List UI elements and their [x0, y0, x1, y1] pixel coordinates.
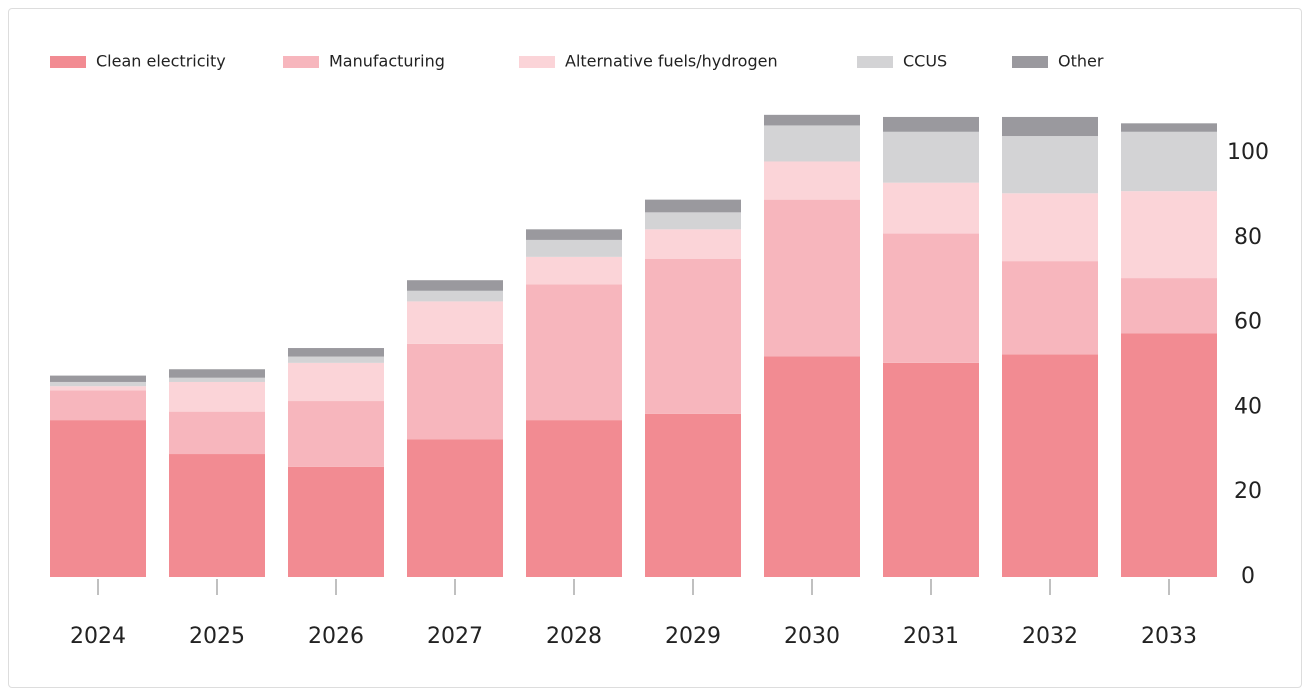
bar-segment	[1121, 131, 1217, 192]
bar-segment	[645, 413, 741, 577]
bar-segment	[645, 199, 741, 213]
x-tick-label: 2031	[903, 624, 959, 649]
y-tick-label: 0	[1241, 564, 1255, 589]
legend-swatch	[1012, 56, 1048, 68]
bar-segment	[645, 212, 741, 230]
x-tick-label: 2032	[1022, 624, 1078, 649]
bar-segment	[288, 348, 384, 357]
bar-segment	[883, 233, 979, 363]
legend-swatch	[50, 56, 86, 68]
y-tick-label: 60	[1234, 310, 1262, 335]
legend-label: Clean electricity	[96, 52, 226, 71]
legend-swatch	[519, 56, 555, 68]
x-tick-label: 2028	[546, 624, 602, 649]
y-tick-label: 80	[1234, 225, 1262, 250]
bar-segment	[526, 229, 622, 240]
bar-segment	[526, 256, 622, 285]
bar-segment	[288, 362, 384, 402]
bar-segment	[50, 386, 146, 391]
y-tick-label: 20	[1234, 479, 1262, 504]
bar-segment	[764, 356, 860, 577]
legend-label: CCUS	[903, 52, 947, 71]
bar-segment	[169, 454, 265, 577]
bar-segment	[883, 362, 979, 577]
bar-segment	[407, 301, 503, 344]
legend-swatch	[857, 56, 893, 68]
bar-segment	[764, 125, 860, 162]
y-tick-label: 40	[1234, 394, 1262, 419]
bar-segment	[407, 280, 503, 291]
bar-segment	[1121, 278, 1217, 334]
x-tick-label: 2025	[189, 624, 245, 649]
bar-segment	[169, 411, 265, 455]
bar-segment	[169, 377, 265, 382]
bar-segment	[883, 131, 979, 183]
bar-segment	[1002, 116, 1098, 137]
bar-segment	[1121, 333, 1217, 577]
bar-segment	[407, 439, 503, 577]
bar-segment	[1002, 261, 1098, 355]
bar-segment	[764, 161, 860, 200]
bar-segment	[1002, 354, 1098, 577]
bar-segment	[883, 182, 979, 234]
x-tick-label: 2027	[427, 624, 483, 649]
bar-segment	[288, 466, 384, 577]
y-tick-label: 100	[1227, 140, 1269, 165]
bar-segment	[526, 284, 622, 421]
bar-segment	[645, 229, 741, 259]
legend-swatch	[283, 56, 319, 68]
bar-segment	[526, 420, 622, 577]
x-tick-label: 2030	[784, 624, 840, 649]
bar-segment	[169, 381, 265, 412]
x-tick-label: 2024	[70, 624, 126, 649]
bar-segment	[1002, 193, 1098, 262]
bar-segment	[50, 420, 146, 577]
bar-segment	[50, 390, 146, 421]
bar-segment	[764, 114, 860, 126]
bar-segment	[645, 259, 741, 414]
bar-segment	[288, 356, 384, 363]
bar-segment	[526, 239, 622, 257]
bar-segment	[169, 369, 265, 378]
bar-segment	[288, 401, 384, 467]
x-tick-label: 2026	[308, 624, 364, 649]
legend-label: Alternative fuels/hydrogen	[565, 52, 778, 71]
bar-segment	[407, 343, 503, 440]
bar-segment	[1121, 191, 1217, 279]
bar-segment	[1121, 123, 1217, 132]
x-tick-label: 2033	[1141, 624, 1197, 649]
bar-segment	[50, 375, 146, 382]
x-tick-label: 2029	[665, 624, 721, 649]
bar-segment	[764, 199, 860, 357]
bar-segment	[883, 116, 979, 132]
legend-label: Other	[1058, 52, 1104, 71]
bar-segment	[50, 381, 146, 387]
legend-label: Manufacturing	[329, 52, 445, 71]
bar-segment	[1002, 136, 1098, 194]
bar-segment	[407, 290, 503, 302]
